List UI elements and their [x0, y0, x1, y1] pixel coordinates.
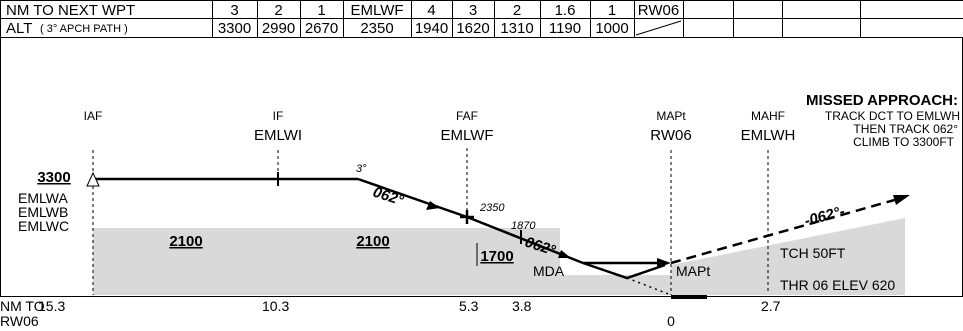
minimum-altitude: 2100	[356, 233, 389, 250]
table-value: 2350	[360, 20, 393, 37]
row-sublabel: ( 3° APCH PATH )	[40, 23, 128, 35]
table-cell	[733, 18, 783, 38]
table-cell	[782, 0, 861, 19]
table-value: 1940	[415, 20, 448, 37]
terrain	[93, 218, 905, 295]
missed-approach-path	[670, 197, 899, 265]
table-value: 3	[469, 2, 477, 19]
distance: 15.3	[38, 298, 65, 314]
distance: 0	[667, 313, 675, 329]
table-cell	[733, 0, 783, 19]
waypoint: EMLWB	[18, 204, 68, 220]
approach-path	[86, 171, 899, 299]
table-cell	[782, 18, 861, 38]
table-value: 1310	[500, 20, 533, 37]
slash	[635, 20, 682, 36]
mapt-label: MAPt	[676, 263, 710, 279]
arrow	[426, 201, 440, 210]
minimum-altitude: 2100	[169, 233, 202, 250]
table-cell	[860, 0, 963, 19]
distance: 10.3	[262, 298, 289, 314]
table-value: 1000	[595, 20, 628, 37]
step-altitude: 1870	[511, 220, 536, 232]
arrows	[426, 195, 910, 268]
faf-altitude: 2350	[479, 202, 505, 214]
table-value: 2990	[262, 20, 295, 37]
iaf-symbol	[86, 171, 100, 187]
table-value: 1620	[456, 20, 489, 37]
fix-role: FAF	[456, 109, 478, 123]
data-table: NM TO NEXT WPT 3 2 1 EMLWF 4 3 2 1.6 1 RW06 ALT ( 3°…	[0, 0, 963, 38]
row-label: NM TO NEXT WPT	[6, 2, 135, 19]
waypoint: EMLWA	[18, 190, 68, 206]
fix-name: EMLWI	[254, 127, 302, 144]
distance: 2.7	[761, 298, 781, 314]
distance-label: NM TO	[0, 298, 45, 314]
fix-role: IAF	[84, 109, 103, 123]
fix-name: EMLWF	[440, 127, 493, 144]
fix-role: IF	[273, 109, 284, 123]
table-value: 2	[513, 2, 521, 19]
table-value: 2670	[305, 20, 338, 37]
fix-name: RW06	[650, 127, 691, 144]
table-value: 2	[274, 2, 282, 19]
missed-line: CLIMB TO 3300FT	[853, 135, 955, 149]
missed-line: THEN TRACK 062°	[853, 122, 958, 136]
mda: MDA	[533, 263, 565, 279]
arrow	[893, 195, 910, 205]
glide-extension	[626, 277, 672, 296]
fix-role: MAPt	[656, 109, 686, 123]
missed-title: MISSED APPROACH:	[806, 92, 958, 109]
table-value: 1	[317, 2, 325, 19]
track: 062°	[371, 184, 407, 210]
tch: TCH 50FT	[780, 245, 846, 261]
row-label: ALT	[6, 20, 32, 37]
threshold: THR 06 ELEV 620	[780, 277, 895, 293]
missed-line: TRACK DCT TO EMLWH	[825, 109, 960, 123]
table-cell	[860, 18, 963, 38]
fix-name: EMLWH	[741, 127, 796, 144]
initial-altitude: 3300	[37, 169, 70, 186]
glide-angle: 3°	[356, 163, 367, 175]
fix-role: MAHF	[751, 109, 785, 123]
track: -062°-	[803, 203, 847, 230]
table-cell	[683, 0, 734, 19]
distance-label: RW06	[0, 313, 39, 329]
distance: 5.3	[459, 298, 479, 314]
waypoint: EMLWC	[18, 218, 69, 234]
minimum-altitude: 1700	[480, 248, 513, 265]
table-value: RW06	[638, 2, 679, 19]
table-value: 1.6	[555, 2, 576, 19]
table-value: EMLWF	[350, 2, 403, 19]
arrow	[657, 258, 671, 268]
table-value: 1190	[549, 20, 581, 37]
arrow	[558, 250, 571, 258]
table-value: 3300	[218, 20, 251, 37]
table-value: 4	[427, 2, 435, 19]
table-cell	[683, 18, 734, 38]
table-value: 3	[230, 2, 238, 19]
distance: 3.8	[512, 298, 532, 314]
table-value: 1	[608, 2, 616, 19]
